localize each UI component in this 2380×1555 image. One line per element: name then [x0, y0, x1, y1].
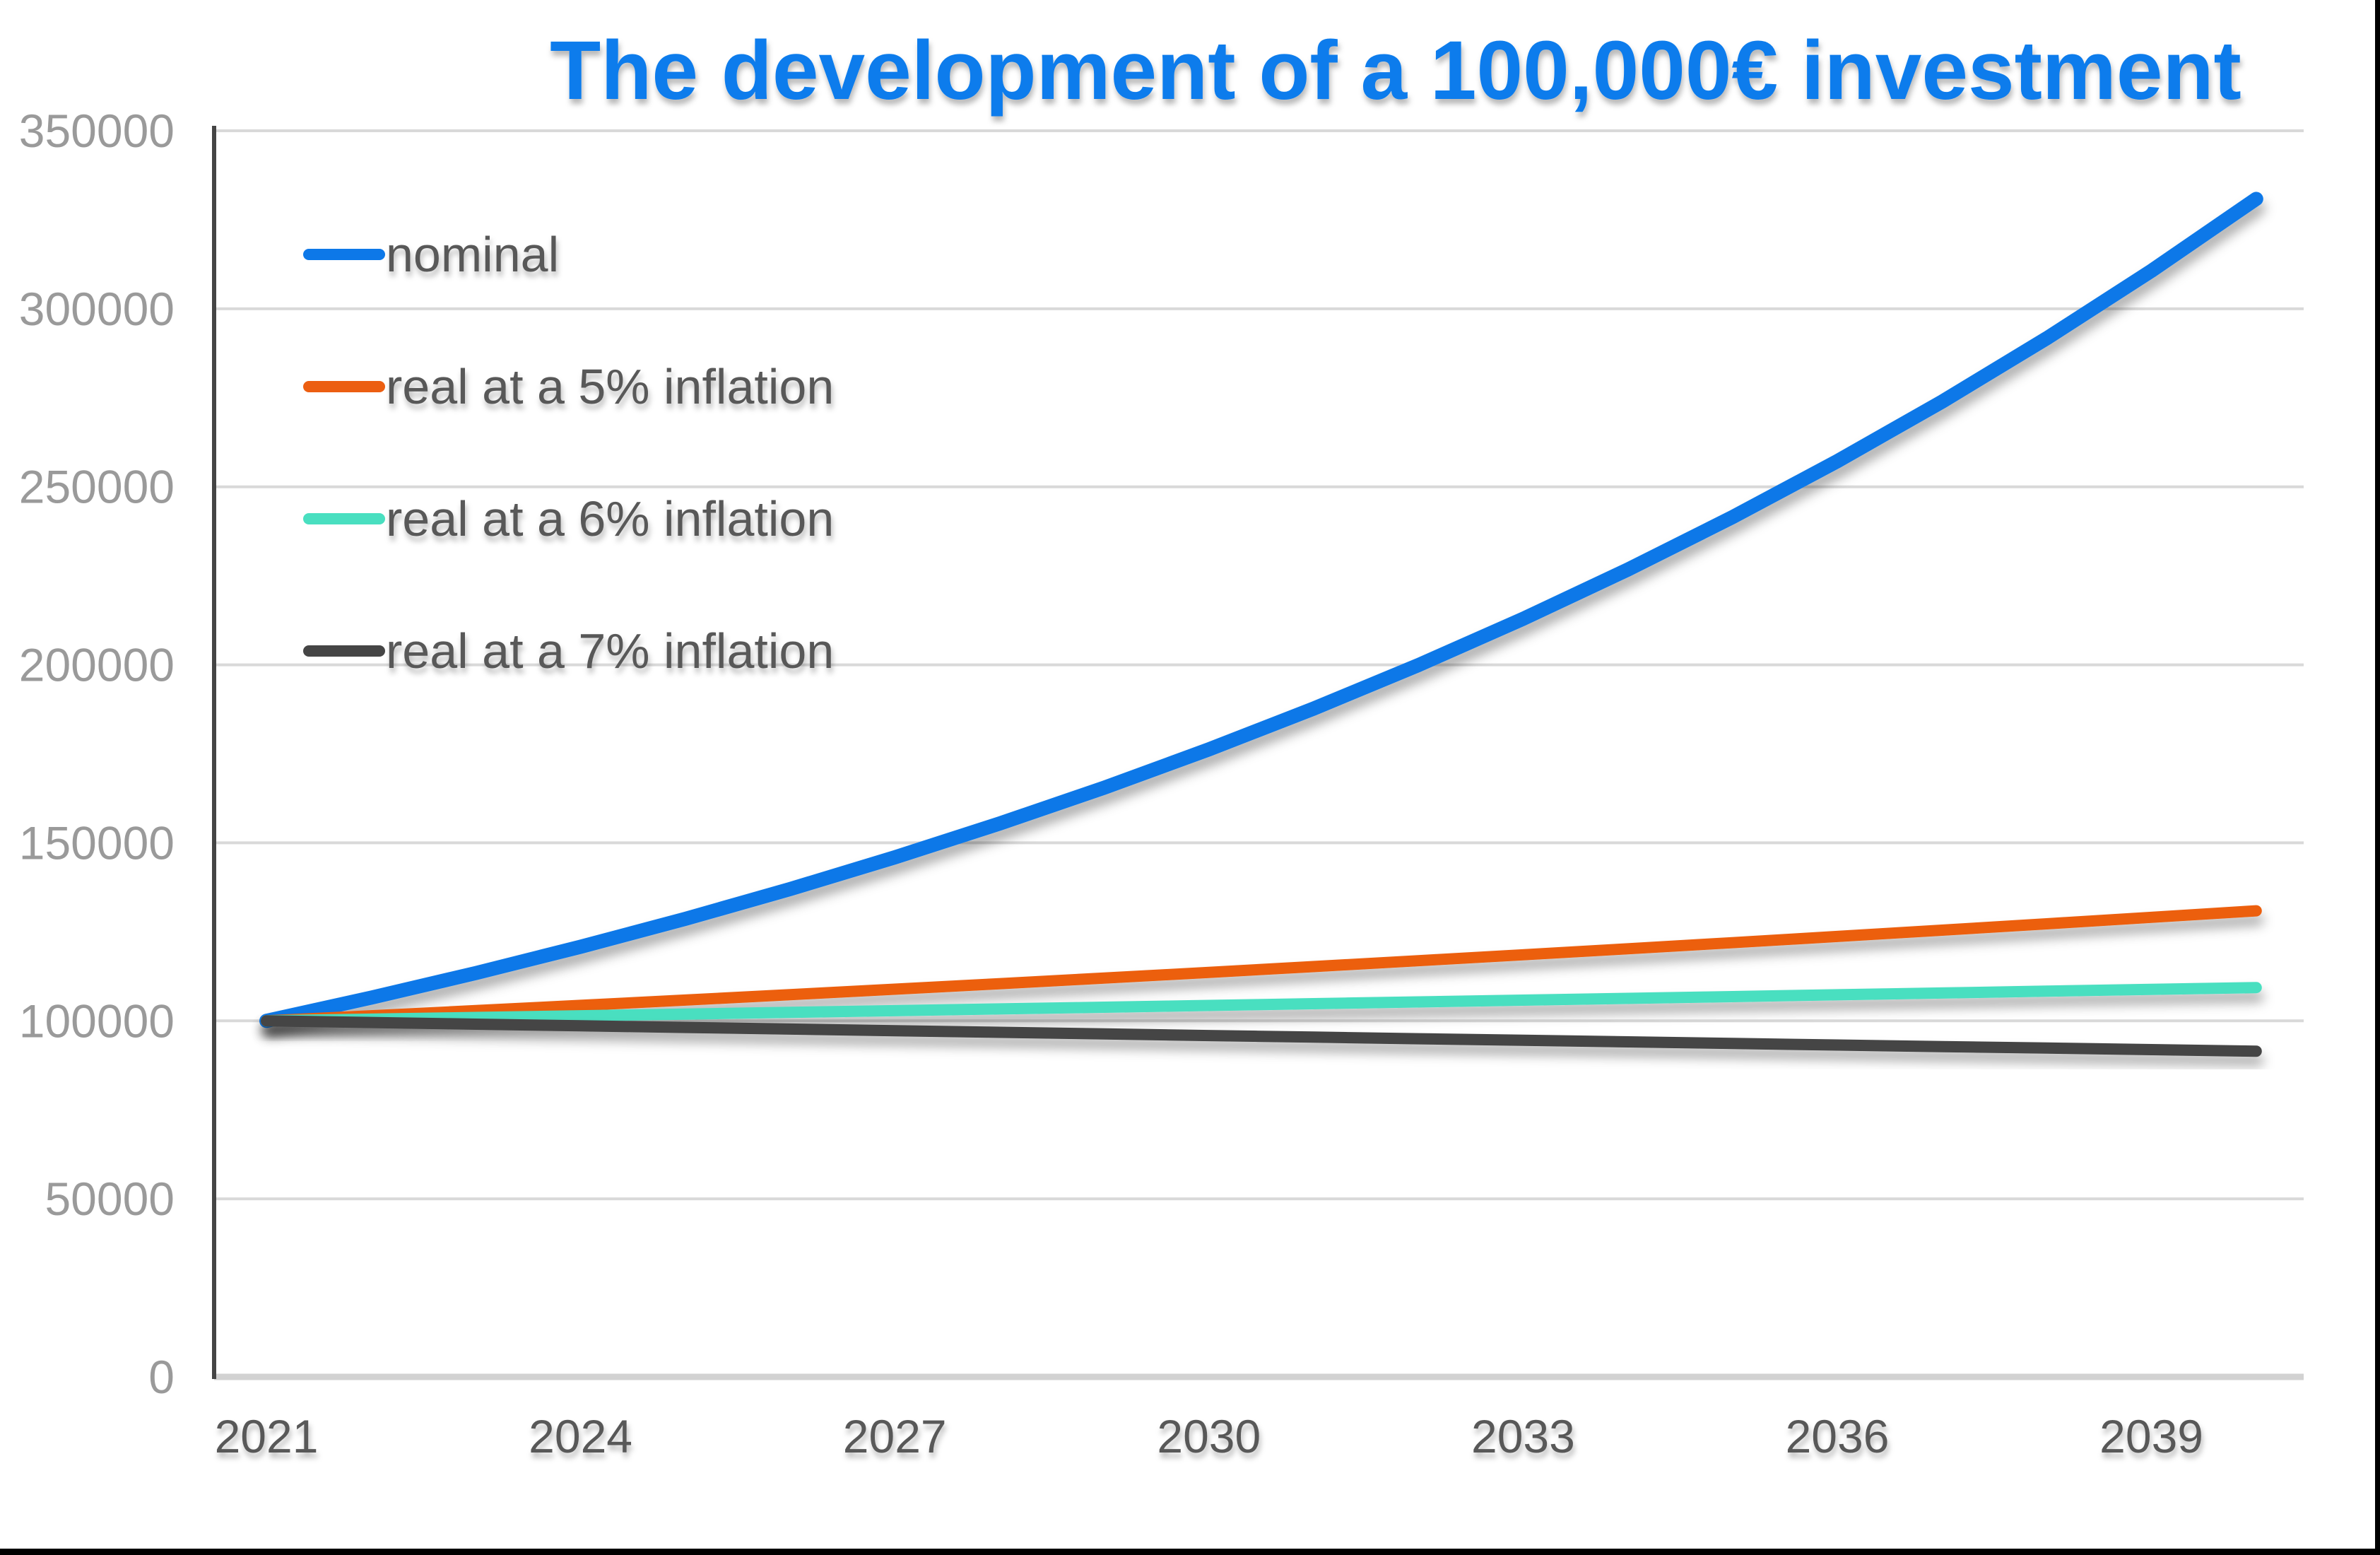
legend-item: real at a 7% inflation: [303, 623, 834, 679]
x-axis-tick-label: 2021: [215, 1410, 319, 1462]
x-axis-tick-label: 2027: [843, 1410, 947, 1462]
series-line-1: [259, 192, 2263, 1028]
y-axis-tick-label: 100000: [19, 994, 175, 1047]
legend-item: real at a 6% inflation: [303, 491, 834, 546]
y-axis-tick-label: 300000: [19, 283, 175, 335]
y-axis-tick-label: 250000: [19, 461, 175, 513]
series-lines: [259, 192, 2263, 1057]
x-axis-labels: 2021 2024 2027 2030 2033 2036 2039: [215, 1410, 2203, 1462]
series-line-2: [261, 905, 2262, 1027]
window-edge-bottom: [0, 1549, 2380, 1555]
legend-label: real at a 7% inflation: [386, 623, 834, 679]
legend-item: real at a 5% inflation: [303, 359, 834, 414]
legend-label: real at a 6% inflation: [386, 491, 834, 546]
x-axis-tick-label: 2033: [1471, 1410, 1575, 1462]
legend-label: real at a 5% inflation: [386, 359, 834, 414]
x-axis-tick-label: 2036: [1786, 1410, 1890, 1462]
window-edge-right: [2375, 0, 2380, 1555]
legend-item: nominal: [303, 227, 559, 282]
x-axis-tick-label: 2030: [1157, 1410, 1261, 1462]
x-axis-tick-label: 2024: [529, 1410, 632, 1462]
x-axis-tick-label: 2039: [2099, 1410, 2203, 1462]
legend-label: nominal: [386, 227, 559, 282]
y-axis-tick-label: 0: [148, 1351, 175, 1403]
y-axis-labels: 0 50000 100000 150000 200000 250000 300000 3500…: [19, 105, 175, 1403]
y-axis-tick-label: 50000: [45, 1173, 175, 1225]
chart-title: The development of a 100,000€ investment: [550, 24, 2241, 117]
y-axis-tick-label: 200000: [19, 639, 175, 691]
series-line-4: [261, 1015, 2262, 1057]
gridlines: [214, 129, 2304, 1380]
legend: nominal real at a 5% inflation real at a 6…: [303, 227, 834, 679]
series-line-3: [261, 982, 2262, 1027]
y-axis-tick-label: 350000: [19, 105, 175, 157]
y-axis-tick-label: 150000: [19, 816, 175, 869]
